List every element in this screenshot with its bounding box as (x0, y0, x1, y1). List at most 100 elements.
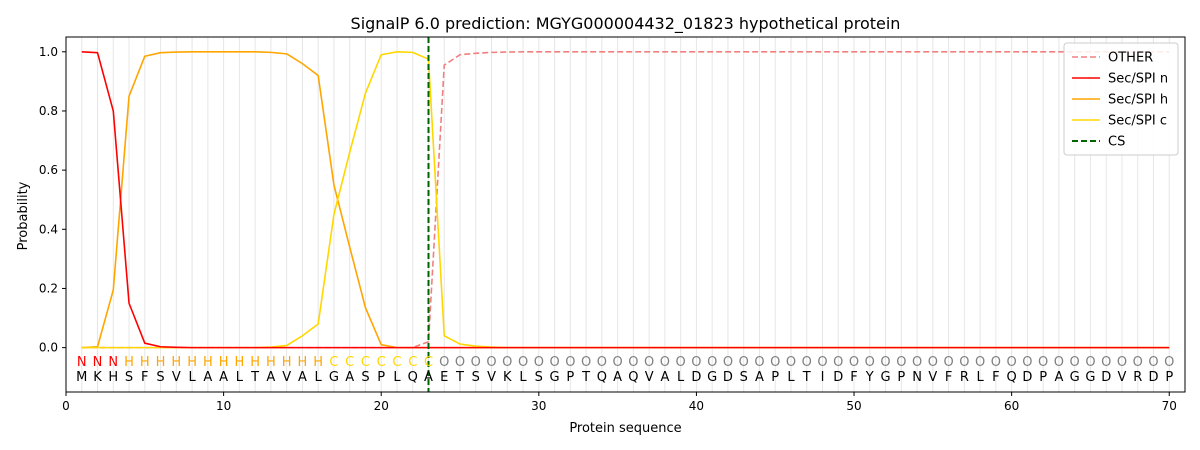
residue-label: G (707, 370, 717, 385)
residue-label: Y (865, 370, 874, 385)
region-label: O (943, 355, 953, 370)
series-layer (81, 37, 1170, 392)
x-tick-label: 60 (1004, 399, 1019, 413)
x-axis-label: Protein sequence (569, 421, 681, 436)
region-label: H (266, 355, 276, 370)
region-label: O (1133, 355, 1143, 370)
residue-label: G (881, 370, 891, 385)
x-tick-label: 0 (62, 399, 70, 413)
residue-label: T (802, 370, 811, 385)
region-label: O (770, 355, 780, 370)
region-label: O (1101, 355, 1111, 370)
x-tick-label: 20 (374, 399, 389, 413)
x-tick-label: 50 (846, 399, 861, 413)
legend-label: Sec/SPI c (1108, 114, 1167, 129)
region-label: O (1164, 355, 1174, 370)
residue-label: A (203, 370, 212, 385)
region-label: O (786, 355, 796, 370)
region-label: H (313, 355, 323, 370)
region-label: O (833, 355, 843, 370)
residue-label: V (645, 370, 654, 385)
residue-label: D (1148, 370, 1158, 385)
residue-label: S (156, 370, 164, 385)
residue-label: V (1118, 370, 1127, 385)
residue-label: F (945, 370, 952, 385)
residue-label: V (928, 370, 937, 385)
residue-label: T (250, 370, 259, 385)
region-label: H (171, 355, 181, 370)
region-label: O (817, 355, 827, 370)
region-label: O (991, 355, 1001, 370)
region-label: H (203, 355, 213, 370)
region-label: O (1117, 355, 1127, 370)
region-label: O (754, 355, 764, 370)
region-label: H (250, 355, 260, 370)
region-label: H (234, 355, 244, 370)
residue-label: D (1101, 370, 1111, 385)
region-label: O (739, 355, 749, 370)
region-label: O (676, 355, 686, 370)
region-label: O (975, 355, 985, 370)
region-label: O (502, 355, 512, 370)
residue-label: D (691, 370, 701, 385)
region-label: O (628, 355, 638, 370)
region-label: O (534, 355, 544, 370)
residue-label: L (677, 370, 685, 385)
region-label: O (959, 355, 969, 370)
residue-label: L (519, 370, 527, 385)
residue-label: D (1022, 370, 1032, 385)
legend: OTHER Sec/SPI n Sec/SPI h Sec/SPI c CS (1063, 42, 1179, 156)
region-label: C (408, 355, 417, 370)
residue-label: F (850, 370, 857, 385)
residue-label: L (976, 370, 984, 385)
y-tick-label: 0.8 (39, 104, 58, 118)
region-label: O (1054, 355, 1064, 370)
residue-label: R (1133, 370, 1142, 385)
y-axis: 0.0 0.2 0.4 0.6 0.8 1.0 (39, 45, 66, 355)
residue-label: F (992, 370, 999, 385)
residue-label: V (487, 370, 496, 385)
region-label: C (329, 355, 338, 370)
residue-label: N (912, 370, 922, 385)
region-label: H (282, 355, 292, 370)
plot-frame (65, 36, 1186, 393)
residue-label: L (787, 370, 795, 385)
residue-label: K (503, 370, 512, 385)
region-label: O (691, 355, 701, 370)
region-label: O (707, 355, 717, 370)
residue-label: Q (597, 370, 607, 385)
region-label: O (565, 355, 575, 370)
residue-label: P (1039, 370, 1047, 385)
region-label: O (1007, 355, 1017, 370)
x-tick-label: 70 (1162, 399, 1177, 413)
region-label: O (644, 355, 654, 370)
region-label: N (93, 355, 103, 370)
residue-label: L (315, 370, 323, 385)
legend-box (1063, 42, 1179, 156)
residue-label: L (236, 370, 244, 385)
residue-label: A (1054, 370, 1063, 385)
region-label: C (377, 355, 386, 370)
residue-label: A (219, 370, 228, 385)
y-tick-label: 0.6 (39, 163, 58, 177)
legend-label: CS (1108, 135, 1125, 150)
residue-label: P (566, 370, 574, 385)
residue-label: S (535, 370, 543, 385)
region-label: H (298, 355, 308, 370)
region-label: H (124, 355, 134, 370)
region-label: O (723, 355, 733, 370)
region-label: H (156, 355, 166, 370)
region-label: H (219, 355, 229, 370)
sequence-residues: NMNKNHHSHFHSHVHLHAHAHLHTHAHVHAHLCGCACSCP… (76, 355, 1174, 385)
x-tick-label: 10 (216, 399, 231, 413)
region-label: O (1022, 355, 1032, 370)
residue-label: A (660, 370, 669, 385)
y-tick-label: 1.0 (39, 45, 58, 59)
residue-label: G (1070, 370, 1080, 385)
region-label: O (549, 355, 559, 370)
residue-label: A (266, 370, 275, 385)
residue-label: L (393, 370, 401, 385)
series-line-sec-spi-n (81, 50, 1170, 349)
grid-lines (81, 37, 1170, 392)
